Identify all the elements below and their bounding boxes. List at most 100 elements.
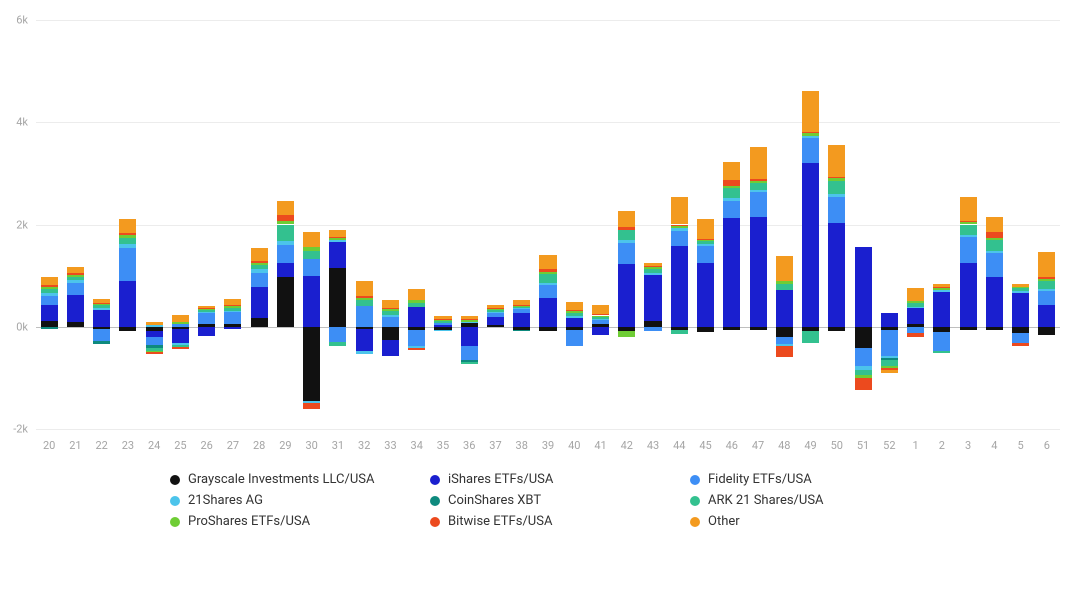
bar-segment-bitwise (224, 305, 241, 306)
bar-segment-shares21 (828, 194, 845, 197)
bar-column (41, 20, 58, 429)
bar-segment-ishares (828, 223, 845, 326)
bar-segment-shares21 (723, 198, 740, 201)
bar-segment-shares21 (198, 312, 215, 314)
bar-column (251, 20, 268, 429)
bar-segment-bitwise (356, 296, 373, 298)
bar-segment-proshares (251, 263, 268, 266)
x-tick-label: 52 (883, 439, 895, 452)
bar-segment-shares21 (1012, 291, 1029, 293)
bar-segment-ark21 (986, 240, 1003, 251)
legend-swatch (430, 517, 440, 527)
x-tick-label: 47 (752, 439, 764, 452)
bar-segment-other (960, 197, 977, 221)
bar-segment-bitwise (172, 347, 189, 349)
bar-segment-other (1038, 252, 1055, 278)
x-tick-label: 20 (43, 439, 55, 452)
bar-segment-other (356, 281, 373, 296)
bar-segment-bitwise (251, 261, 268, 263)
bar-segment-shares21 (513, 308, 530, 309)
bar-segment-bitwise (828, 177, 845, 179)
bar-segment-proshares (750, 181, 767, 184)
bar-segment-ishares (776, 290, 793, 327)
bar-segment-fidelity (539, 285, 556, 298)
bar-segment-bitwise (671, 225, 688, 227)
bar-segment-ishares (644, 275, 661, 321)
bar-segment-ark21 (566, 313, 583, 316)
bar-column (828, 20, 845, 429)
bar-column (644, 20, 661, 429)
bar-segment-ishares (618, 264, 635, 326)
legend-label: Other (708, 514, 740, 529)
x-tick-label: 33 (384, 439, 396, 452)
legend-label: Bitwise ETFs/USA (448, 514, 552, 529)
bar-column (146, 20, 163, 429)
bar-segment-bitwise (146, 352, 163, 354)
x-tick-label: 46 (726, 439, 738, 452)
bar-column (750, 20, 767, 429)
bar-segment-shares21 (487, 312, 504, 313)
x-tick-label: 42 (621, 439, 633, 452)
x-tick-label: 28 (253, 439, 265, 452)
bar-segment-other (933, 284, 950, 287)
bar-segment-shares21 (382, 315, 399, 317)
bar-segment-shares21 (356, 351, 373, 354)
legend-label: 21Shares AG (188, 493, 263, 508)
x-tick-label: 29 (279, 439, 291, 452)
bar-segment-other (487, 305, 504, 308)
bar-segment-grayscale (750, 327, 767, 330)
legend-item-ishares: iShares ETFs/USA (430, 472, 650, 487)
bar-segment-fidelity (224, 312, 241, 323)
bar-segment-fidelity (802, 138, 819, 163)
bar-segment-fidelity (461, 346, 478, 360)
bar-segment-bitwise (750, 179, 767, 181)
bar-segment-ishares (513, 313, 530, 326)
legend-item-fidelity: Fidelity ETFs/USA (690, 472, 910, 487)
x-tick-label: 26 (200, 439, 212, 452)
bar-segment-ishares (487, 317, 504, 325)
bar-segment-proshares (539, 272, 556, 274)
bar-column (986, 20, 1003, 429)
bar-column (618, 20, 635, 429)
bar-segment-ishares (539, 298, 556, 327)
legend-item-grayscale: Grayscale Investments LLC/USA (170, 472, 390, 487)
bar-segment-shares21 (592, 319, 609, 320)
bar-segment-proshares (907, 301, 924, 303)
bar-segment-ark21 (723, 188, 740, 198)
bar-column (434, 20, 451, 429)
bar-segment-bitwise (723, 180, 740, 186)
bar-segment-ark21 (697, 241, 714, 244)
bar-segment-ark21 (644, 269, 661, 273)
bar-segment-bitwise (592, 314, 609, 315)
bar-segment-fidelity (644, 327, 661, 331)
bar-segment-ark21 (408, 303, 425, 307)
bar-segment-shares21 (434, 330, 451, 331)
bar-column (172, 20, 189, 429)
bar-segment-ishares (198, 327, 215, 336)
bar-segment-ark21 (1038, 281, 1055, 289)
bar-segment-proshares (513, 306, 530, 307)
bar-column (566, 20, 583, 429)
bar-segment-proshares (93, 304, 110, 306)
bar-segment-proshares (224, 306, 241, 308)
legend-swatch (690, 496, 700, 506)
bar-column (382, 20, 399, 429)
bar-segment-shares21 (461, 322, 478, 323)
bar-segment-ark21 (277, 225, 294, 241)
bar-segment-fidelity (487, 313, 504, 317)
bar-column (513, 20, 530, 429)
bar-segment-ishares (172, 329, 189, 343)
bar-segment-proshares (356, 298, 373, 301)
bar-segment-other (303, 232, 320, 247)
bar-segment-fidelity (408, 330, 425, 346)
x-tick-label: 25 (174, 439, 186, 452)
bar-segment-grayscale (67, 322, 84, 327)
bar-segment-other (119, 219, 136, 232)
legend-swatch (430, 496, 440, 506)
bar-segment-coinshares (93, 341, 110, 344)
bar-segment-grayscale (828, 327, 845, 331)
bar-segment-bitwise (986, 232, 1003, 238)
x-tick-label: 22 (95, 439, 107, 452)
x-tick-label: 38 (516, 439, 528, 452)
bar-segment-ark21 (828, 181, 845, 194)
